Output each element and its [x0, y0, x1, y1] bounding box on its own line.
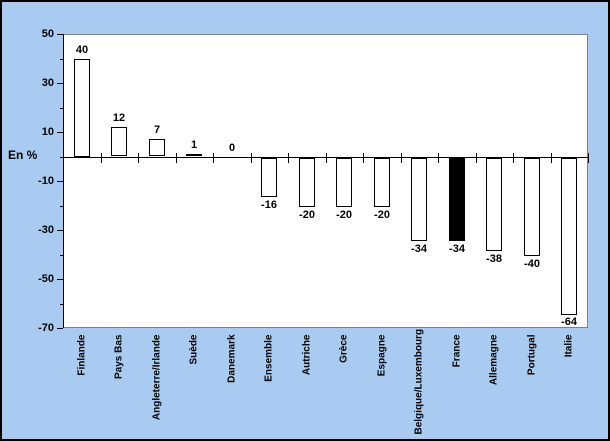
x-axis-tick: [551, 153, 552, 163]
y-tick-label: -10: [38, 175, 54, 187]
x-axis-tick: [213, 153, 214, 163]
category-label: Autriche: [301, 334, 313, 376]
y-major-tick: [57, 181, 63, 182]
bar-value-label: -20: [299, 209, 315, 221]
bar: [111, 127, 127, 156]
bar-value-label: 12: [112, 112, 126, 124]
y-minor-tick: [60, 108, 63, 109]
bar: [186, 154, 202, 156]
bar: [374, 158, 390, 207]
bar-value-label: -34: [449, 243, 465, 255]
category-label: Pays Bas: [113, 334, 125, 379]
y-major-tick: [57, 34, 63, 35]
bar: [411, 158, 427, 241]
x-axis-tick: [251, 153, 252, 163]
x-axis-tick: [588, 153, 589, 163]
y-axis-line: [63, 34, 64, 328]
y-minor-tick: [60, 206, 63, 207]
y-major-tick: [57, 83, 63, 84]
x-axis-tick: [288, 153, 289, 163]
bar-value-label: -20: [336, 209, 352, 221]
bar-value-label: 40: [75, 44, 89, 56]
bar-highlighted: [449, 158, 465, 241]
y-tick-label: -30: [38, 224, 54, 236]
y-tick-label: 50: [41, 28, 54, 40]
bar: [524, 158, 540, 256]
y-tick-label: -50: [38, 273, 54, 285]
category-label: Italie: [563, 334, 575, 358]
category-label: Danemark: [226, 334, 238, 383]
bar: [261, 158, 277, 197]
y-minor-tick: [60, 304, 63, 305]
bar-value-label: -64: [561, 316, 577, 328]
bar-value-label: -16: [261, 199, 277, 211]
plot-area: [63, 34, 588, 328]
x-axis-tick: [138, 153, 139, 163]
bar-value-label: 1: [190, 139, 198, 151]
category-label: Belgique/Luxembourg: [413, 328, 425, 435]
bar-value-label: 7: [153, 124, 161, 136]
y-minor-tick: [60, 59, 63, 60]
y-tick-label: 30: [41, 77, 54, 89]
bar: [561, 158, 577, 315]
bar: [336, 158, 352, 207]
bar: [486, 158, 502, 251]
category-label: Grèce: [338, 334, 350, 363]
bar-value-label: -40: [524, 258, 540, 270]
y-axis-title: En %: [8, 148, 38, 162]
category-label: Allemagne: [488, 334, 500, 386]
category-label: Ensemble: [263, 334, 275, 382]
bar: [299, 158, 315, 207]
y-minor-tick: [60, 255, 63, 256]
x-axis-tick: [363, 153, 364, 163]
bar-value-label: -20: [374, 209, 390, 221]
x-axis-tick: [476, 153, 477, 163]
x-axis-tick: [326, 153, 327, 163]
x-axis-tick: [63, 153, 64, 163]
category-label: Espagne: [376, 334, 388, 377]
x-axis-tick: [513, 153, 514, 163]
y-tick-label: -70: [38, 322, 54, 334]
bar: [74, 59, 90, 157]
category-label: Finlande: [76, 334, 88, 376]
y-major-tick: [57, 328, 63, 329]
bar: [149, 139, 165, 156]
x-axis-tick: [438, 153, 439, 163]
y-major-tick: [57, 279, 63, 280]
bar-value-label: -38: [486, 253, 502, 265]
x-axis-tick: [101, 153, 102, 163]
y-major-tick: [57, 132, 63, 133]
y-major-tick: [57, 230, 63, 231]
y-minor-tick: [60, 157, 63, 158]
bar-value-label: -34: [411, 243, 427, 255]
x-axis-tick: [176, 153, 177, 163]
x-axis-tick: [401, 153, 402, 163]
category-label: Angleterre/Irlande: [151, 334, 163, 421]
category-label: Suède: [188, 334, 200, 365]
category-label: Portugal: [526, 334, 538, 376]
y-tick-label: 10: [41, 126, 54, 138]
category-label: France: [451, 334, 463, 368]
bar-value-label: 0: [228, 142, 236, 154]
x-axis-zero-line: [63, 157, 588, 158]
